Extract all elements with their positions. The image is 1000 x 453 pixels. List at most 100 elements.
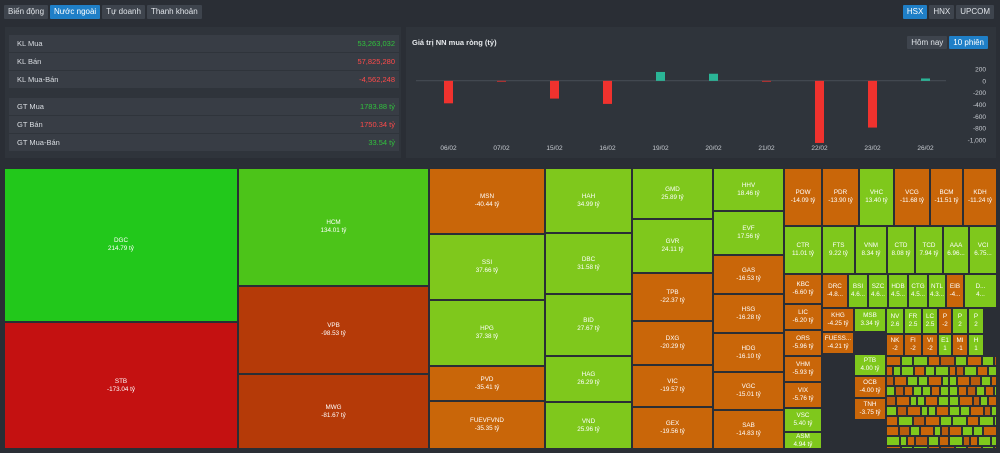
treemap-cell-hsg[interactable]: HSG -16.28 tỷ	[713, 294, 784, 333]
treemap-cell-ors[interactable]: ORS -5.96 tỷ	[784, 330, 822, 356]
treemap-minor-cell[interactable]	[977, 366, 988, 376]
exchange-tab-hnx[interactable]: HNX	[929, 5, 955, 19]
treemap-cell-bsi[interactable]: BSI 4.6...	[848, 274, 868, 308]
treemap-minor-cell[interactable]	[913, 356, 928, 366]
treemap-minor-cell[interactable]	[939, 436, 949, 446]
treemap-cell-ctg[interactable]: CTG 4.5...	[908, 274, 928, 308]
treemap-minor-cell[interactable]	[925, 396, 938, 406]
treemap-minor-cell[interactable]	[904, 386, 913, 396]
treemap-minor-cell[interactable]	[958, 386, 967, 396]
treemap-minor-cell[interactable]	[949, 386, 958, 396]
treemap-minor-cell[interactable]	[886, 416, 898, 426]
treemap-minor-cell[interactable]	[901, 356, 913, 366]
treemap-minor-cell[interactable]	[949, 406, 960, 416]
treemap-cell-tnh[interactable]: TNH -3.75 tỷ	[854, 398, 886, 420]
treemap-minor-cell[interactable]	[915, 436, 928, 446]
treemap-cell-vi[interactable]: VI -2	[922, 334, 938, 356]
treemap-cell-mi[interactable]: MI -1	[952, 334, 968, 356]
treemap-minor-cell[interactable]	[920, 426, 934, 436]
treemap-minor-cell[interactable]	[913, 416, 925, 426]
treemap-cell-fuevfvnd[interactable]: FUEVFVND -35.35 tỷ	[429, 401, 545, 449]
treemap-minor-cell[interactable]	[988, 396, 997, 406]
tab-1[interactable]: Nước ngoài	[50, 5, 101, 19]
treemap-minor-cell[interactable]	[984, 406, 991, 416]
treemap-minor-cell[interactable]	[907, 436, 915, 446]
treemap-cell-dbc[interactable]: DBC 31.58 tỷ	[545, 233, 632, 294]
treemap-minor-cell[interactable]	[973, 396, 980, 406]
treemap-cell-szc[interactable]: SZC 4.6...	[868, 274, 888, 308]
treemap-minor-cell[interactable]	[928, 356, 940, 366]
treemap-cell-fr[interactable]: FR 2.5	[904, 308, 922, 334]
treemap-cell-pow[interactable]: POW -14.09 tỷ	[784, 168, 822, 226]
treemap-cell-hag[interactable]: HAG 26.29 tỷ	[545, 356, 632, 402]
treemap-cell-vhc[interactable]: VHC 13.40 tỷ	[859, 168, 894, 226]
treemap-minor-cell[interactable]	[921, 406, 928, 416]
treemap-minor-cell[interactable]	[913, 446, 928, 449]
treemap-cell-pdr[interactable]: PDR -13.90 tỷ	[822, 168, 859, 226]
treemap-cell-khg[interactable]: KHG -4.25 tỷ	[822, 308, 854, 332]
treemap-cell-vpb[interactable]: VPB -98.53 tỷ	[238, 286, 429, 374]
treemap-minor-cell[interactable]	[907, 406, 921, 416]
treemap-minor-cell[interactable]	[991, 376, 997, 386]
treemap-cell-hah[interactable]: HAH 34.99 tỷ	[545, 168, 632, 233]
treemap-cell-msn[interactable]: MSN -40.44 tỷ	[429, 168, 545, 234]
treemap-minor-cell[interactable]	[925, 366, 935, 376]
treemap-minor-cell[interactable]	[917, 396, 925, 406]
treemap-minor-cell[interactable]	[960, 406, 970, 416]
treemap-minor-cell[interactable]	[964, 366, 977, 376]
treemap-cell-vci[interactable]: VCI 6.75...	[969, 226, 997, 274]
treemap-minor-cell[interactable]	[967, 446, 982, 449]
treemap-minor-cell[interactable]	[976, 386, 985, 396]
treemap-cell-ctr[interactable]: CTR 11.01 tỷ	[784, 226, 822, 274]
treemap-cell-lc[interactable]: LC 2.5	[922, 308, 938, 334]
treemap-cell-gas[interactable]: GAS -16.53 tỷ	[713, 255, 784, 294]
treemap-cell-vsc[interactable]: VSC 5.40 tỷ	[784, 408, 822, 432]
exchange-tab-hsx[interactable]: HSX	[902, 5, 928, 19]
treemap-minor-cell[interactable]	[970, 376, 981, 386]
treemap-minor-cell[interactable]	[898, 416, 913, 426]
treemap-minor-cell[interactable]	[982, 356, 994, 366]
treemap-minor-cell[interactable]	[973, 426, 983, 436]
treemap-minor-cell[interactable]	[967, 386, 976, 396]
treemap-cell-tpb[interactable]: TPB -22.37 tỷ	[632, 273, 713, 321]
treemap-minor-cell[interactable]	[962, 426, 973, 436]
treemap-minor-cell[interactable]	[991, 406, 997, 416]
treemap-cell-gmd[interactable]: GMD 25.89 tỷ	[632, 168, 713, 219]
treemap-minor-cell[interactable]	[994, 356, 997, 366]
tab-2[interactable]: Tự doanh	[102, 5, 145, 19]
treemap-minor-cell[interactable]	[886, 436, 900, 446]
treemap-minor-cell[interactable]	[893, 366, 901, 376]
treemap-minor-cell[interactable]	[928, 406, 936, 416]
treemap-cell-hcm[interactable]: HCM 134.01 tỷ	[238, 168, 429, 286]
treemap-minor-cell[interactable]	[970, 406, 984, 416]
treemap-minor-cell[interactable]	[955, 356, 967, 366]
treemap-cell-fuess[interactable]: FUESS... -4.21 tỷ	[822, 332, 854, 354]
treemap-cell-vnd[interactable]: VND 25.96 tỷ	[545, 402, 632, 449]
treemap-cell-stb[interactable]: STB -173.04 tỷ	[4, 322, 238, 449]
treemap-minor-cell[interactable]	[922, 386, 931, 396]
treemap-cell-tcd[interactable]: TCD 7.94 tỷ	[915, 226, 943, 274]
treemap-minor-cell[interactable]	[949, 426, 962, 436]
treemap-minor-cell[interactable]	[994, 386, 997, 396]
treemap-minor-cell[interactable]	[914, 366, 925, 376]
treemap-minor-cell[interactable]	[982, 446, 994, 449]
treemap-minor-cell[interactable]	[935, 366, 949, 376]
treemap-cell-vhm[interactable]: VHM -5.93 tỷ	[784, 356, 822, 382]
treemap-minor-cell[interactable]	[941, 426, 949, 436]
treemap-minor-cell[interactable]	[949, 366, 956, 376]
treemap-minor-cell[interactable]	[928, 446, 940, 449]
treemap-cell-e1[interactable]: E1 1	[938, 334, 952, 356]
treemap-minor-cell[interactable]	[940, 416, 952, 426]
treemap-cell-hpg[interactable]: HPG 37.38 tỷ	[429, 300, 545, 366]
treemap-minor-cell[interactable]	[936, 406, 949, 416]
treemap-minor-cell[interactable]	[949, 396, 959, 406]
treemap-minor-cell[interactable]	[901, 366, 914, 376]
treemap-minor-cell[interactable]	[928, 376, 942, 386]
treemap-cell-vic[interactable]: VIC -19.57 tỷ	[632, 365, 713, 407]
treemap-cell-hdb[interactable]: HDB 4.5...	[888, 274, 908, 308]
treemap-minor-cell[interactable]	[928, 436, 939, 446]
tab-0[interactable]: Biến động	[4, 5, 49, 19]
treemap-cell-dgc[interactable]: DGC 214.79 tỷ	[4, 168, 238, 322]
treemap-minor-cell[interactable]	[981, 376, 991, 386]
